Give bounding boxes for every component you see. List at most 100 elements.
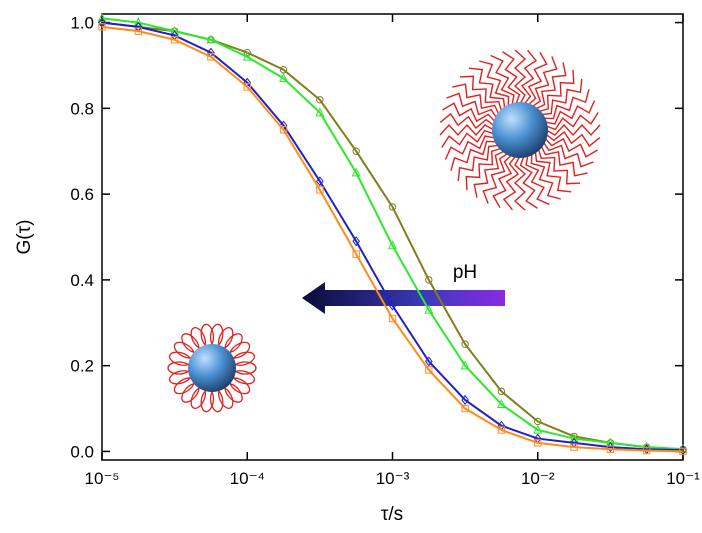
data-point bbox=[424, 356, 433, 367]
series-line bbox=[101, 25, 684, 453]
polymer-chain bbox=[531, 56, 558, 108]
polymer-chain bbox=[502, 155, 520, 211]
data-point bbox=[170, 25, 180, 35]
polymer-chain bbox=[544, 137, 598, 158]
data-point bbox=[497, 387, 506, 396]
y-tick-label: 0.0 bbox=[70, 442, 94, 461]
data-point bbox=[606, 445, 615, 453]
data-point bbox=[133, 17, 143, 27]
data-point bbox=[534, 417, 542, 426]
polymer-chain bbox=[446, 92, 498, 119]
polymer-chain bbox=[479, 60, 510, 107]
polymer-chain bbox=[534, 150, 572, 193]
data-point bbox=[316, 186, 324, 194]
y-tick-label: 0.4 bbox=[70, 271, 94, 290]
polymer-chain bbox=[452, 83, 500, 116]
data-point bbox=[97, 12, 107, 22]
polymer-chain bbox=[545, 123, 601, 137]
polymer-loop bbox=[209, 323, 224, 347]
x-tick-label: 10⁻³ bbox=[376, 469, 410, 488]
x-axis-label: τ/s bbox=[381, 504, 403, 525]
data-point bbox=[388, 314, 397, 323]
data-point bbox=[388, 300, 397, 311]
polymer-chain bbox=[540, 144, 588, 177]
data-point bbox=[98, 23, 106, 31]
polymer-chain bbox=[534, 62, 567, 110]
x-tick-label: 10⁻¹ bbox=[666, 469, 700, 488]
data-point bbox=[496, 398, 506, 408]
data-point bbox=[170, 36, 179, 44]
polymer-chain bbox=[540, 78, 583, 116]
polymer-chain bbox=[439, 123, 495, 137]
data-point bbox=[388, 203, 397, 211]
y-axis-label: G(τ) bbox=[14, 220, 35, 255]
polymer-chain bbox=[525, 154, 550, 206]
data-point bbox=[425, 366, 433, 374]
data-point bbox=[98, 17, 106, 28]
data-point bbox=[279, 73, 289, 83]
data-point bbox=[570, 432, 578, 441]
polymer-chain bbox=[444, 135, 496, 160]
data-point bbox=[425, 276, 433, 284]
data-point bbox=[461, 404, 469, 413]
data-point bbox=[534, 439, 542, 447]
illustrations bbox=[167, 49, 601, 413]
plot-frame bbox=[101, 13, 684, 461]
data-point bbox=[243, 83, 251, 91]
polymer-chain bbox=[538, 69, 575, 113]
polymer-chain bbox=[513, 155, 527, 211]
y-tick-label: 0.6 bbox=[70, 185, 94, 204]
data-point bbox=[424, 304, 434, 314]
polymer-chain bbox=[502, 51, 521, 105]
polymer-chain bbox=[543, 89, 590, 120]
data-point bbox=[533, 424, 543, 434]
y-tick-label: 0.2 bbox=[70, 357, 94, 376]
data-point bbox=[387, 240, 398, 250]
polymer-chain bbox=[545, 130, 601, 148]
data-point bbox=[461, 340, 469, 348]
data-point bbox=[242, 51, 252, 61]
polymer-chain bbox=[542, 141, 594, 168]
polymer-chain bbox=[459, 75, 503, 112]
y-tick-label: 0.8 bbox=[70, 99, 94, 118]
data-point bbox=[570, 443, 578, 451]
data-point bbox=[352, 250, 360, 258]
polymer-chain bbox=[457, 144, 500, 182]
polymer-loop bbox=[200, 389, 215, 413]
polymer-chain bbox=[450, 140, 497, 171]
series-line bbox=[101, 21, 684, 452]
polymer-chain bbox=[530, 153, 561, 200]
data-point bbox=[351, 167, 361, 177]
y-tick-label: 1.0 bbox=[70, 14, 94, 33]
data-point bbox=[279, 126, 288, 134]
annotation: pH bbox=[453, 262, 477, 283]
polymer-loop bbox=[233, 361, 257, 375]
polymer-chain bbox=[519, 155, 538, 209]
x-tick-label: 10⁻² bbox=[521, 469, 555, 488]
polymer-chain bbox=[482, 152, 509, 204]
nanoparticle bbox=[188, 344, 236, 392]
polymer-chain bbox=[544, 100, 596, 125]
data-point bbox=[461, 394, 469, 405]
data-point bbox=[316, 96, 324, 104]
polymer-chain bbox=[473, 150, 506, 198]
polymer-chain bbox=[468, 67, 506, 110]
data-point bbox=[460, 360, 470, 370]
x-tick-label: 10⁻⁴ bbox=[230, 469, 265, 488]
polymer-chain bbox=[441, 129, 495, 148]
nanoparticle bbox=[492, 102, 548, 158]
polymer-chain bbox=[490, 54, 515, 106]
data-point bbox=[207, 53, 215, 61]
data-point bbox=[134, 27, 143, 35]
polymer-chain bbox=[439, 112, 495, 130]
polymer-chain bbox=[537, 148, 581, 185]
ph-arrow bbox=[302, 282, 505, 314]
series-line bbox=[101, 17, 684, 451]
polymer-chain bbox=[465, 147, 502, 191]
data-point bbox=[315, 107, 325, 117]
polymer-loop bbox=[167, 361, 191, 375]
data-point bbox=[642, 446, 651, 455]
polymer-chain bbox=[527, 52, 548, 106]
polymer-chain bbox=[520, 49, 538, 105]
